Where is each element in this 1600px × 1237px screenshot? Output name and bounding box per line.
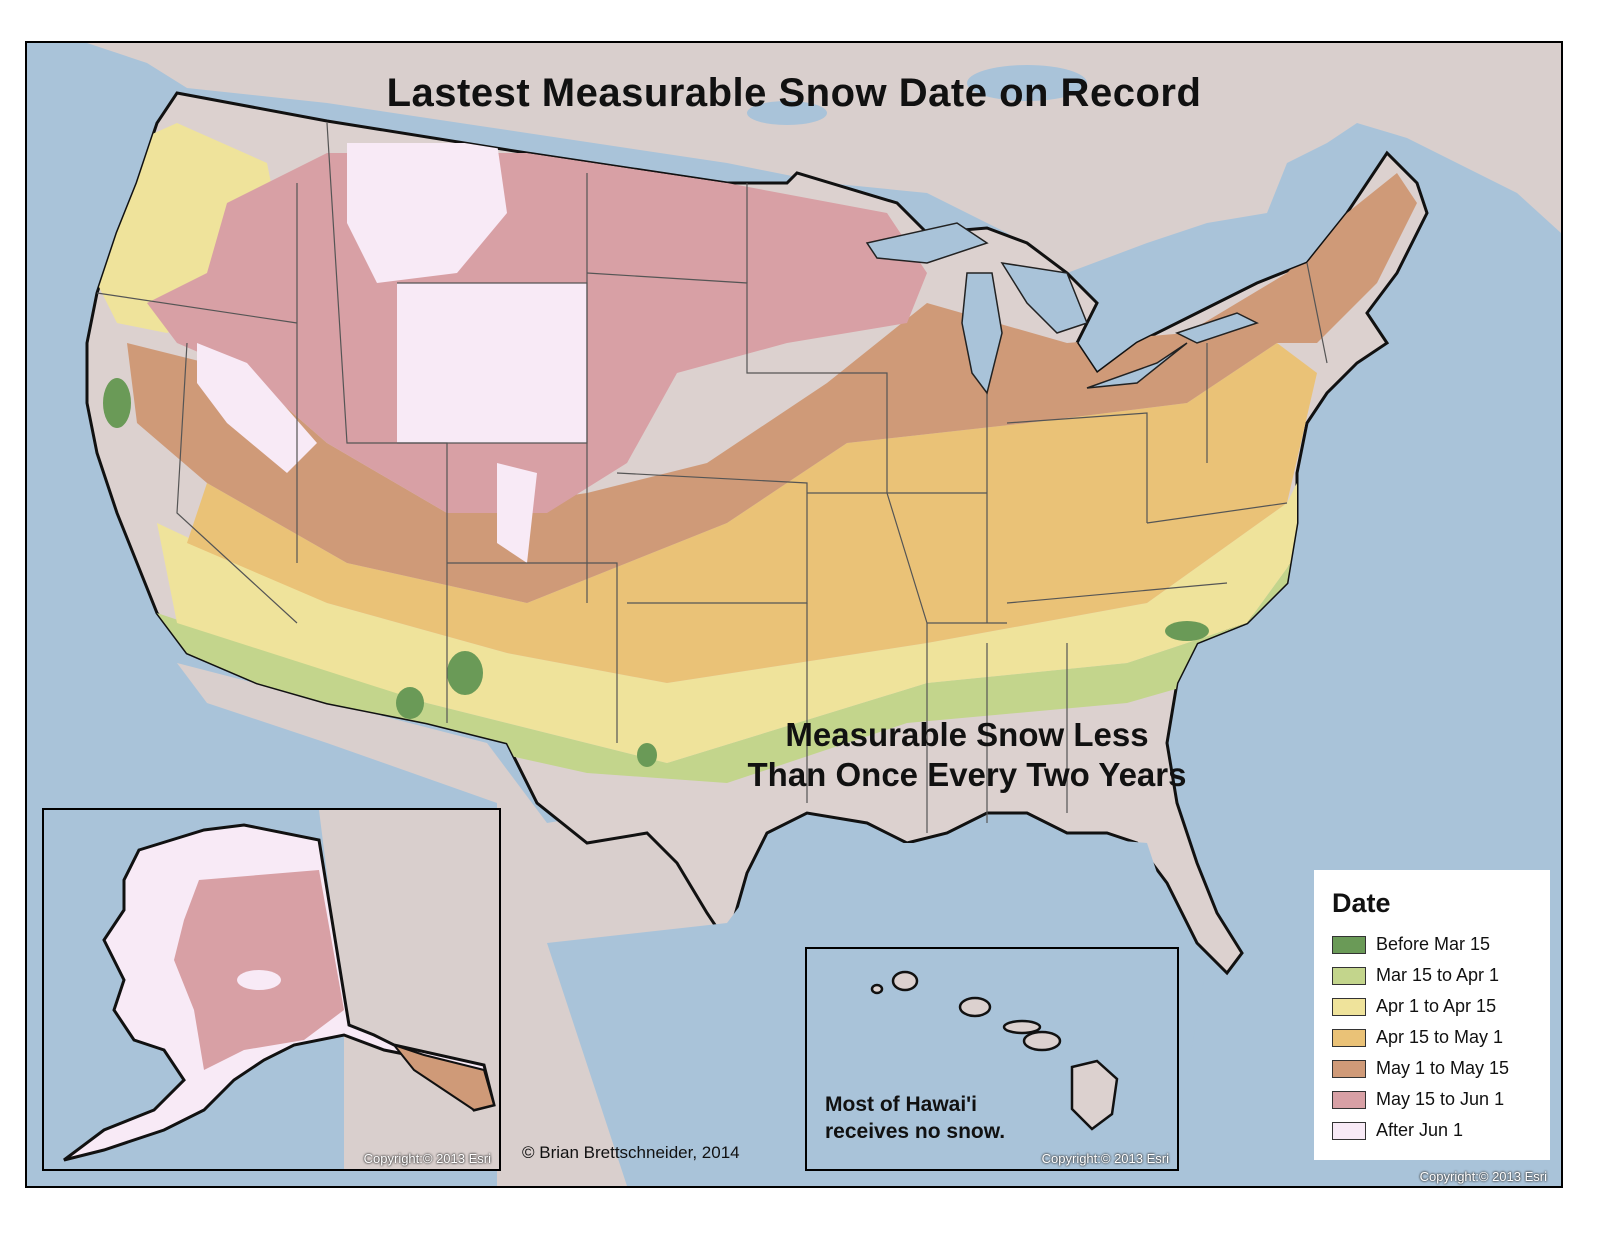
hawaii-copyright: Copyright:© 2013 Esri [1041, 1151, 1169, 1166]
map-frame: Lastest Measurable Snow Date on Record M… [25, 41, 1563, 1188]
legend-label: Mar 15 to Apr 1 [1376, 965, 1500, 985]
legend-items: Before Mar 15 Mar 15 to Apr 1 Apr 1 to Apr… [1332, 929, 1550, 1146]
legend: Date Before Mar 15 Mar 15 to Apr 1 Apr 1 t… [1314, 870, 1550, 1160]
legend-swatch [1332, 1090, 1366, 1109]
no-snow-label-line-2: Than Once Every Two Years [747, 756, 1187, 793]
canada-land [319, 810, 499, 1169]
great-lakes [865, 222, 1259, 395]
canadian-lake [747, 101, 827, 125]
legend-item: Before Mar 15 [1332, 929, 1550, 960]
alaska-map [44, 810, 499, 1169]
legend-label: Apr 1 to Apr 15 [1376, 996, 1497, 1016]
alaska-copyright: Copyright:© 2013 Esri [363, 1151, 491, 1166]
canadian-lake [967, 65, 1087, 101]
canada-land [87, 43, 1561, 273]
legend-item: After Jun 1 [1332, 1115, 1550, 1146]
hawaii-note: Most of Hawai'i receives no snow. [825, 1091, 1055, 1145]
legend-item: May 1 to May 15 [1332, 1053, 1550, 1084]
legend-item: Mar 15 to Apr 1 [1332, 960, 1550, 991]
hawaii-inset: Most of Hawai'i receives no snow. Copyri… [805, 947, 1179, 1171]
alaska-zone-after-jun1 [237, 970, 281, 990]
legend-swatch [1332, 1028, 1366, 1047]
legend-label: After Jun 1 [1376, 1120, 1464, 1140]
alaska-inset: Copyright:© 2013 Esri [42, 808, 501, 1171]
hawaii-note-line-1: Most of Hawai'i [825, 1093, 978, 1116]
no-snow-region-label: Measurable Snow Less Than Once Every Two… [687, 715, 1247, 795]
legend-label: May 15 to Jun 1 [1376, 1089, 1505, 1109]
legend-swatch [1332, 1059, 1366, 1078]
legend-swatch [1332, 966, 1366, 985]
hawaiian-islands [870, 970, 1119, 1131]
legend-swatch [1332, 935, 1366, 954]
legend-item: Apr 15 to May 1 [1332, 1022, 1550, 1053]
state-borders [96, 122, 1328, 833]
legend-title: Date [1332, 888, 1391, 918]
snow-date-zones [87, 123, 1417, 783]
legend-swatch [1332, 1121, 1366, 1140]
legend-swatch [1332, 997, 1366, 1016]
main-map [27, 43, 1561, 1186]
hawaii-note-line-2: receives no snow. [825, 1120, 1006, 1143]
legend-item: Apr 1 to Apr 15 [1332, 991, 1550, 1022]
hawaii-map [807, 949, 1177, 1169]
legend-label: Apr 15 to May 1 [1376, 1027, 1504, 1047]
map-copyright: Copyright:© 2013 Esri [1419, 1169, 1547, 1184]
legend-label: Before Mar 15 [1376, 934, 1491, 954]
legend-item: May 15 to Jun 1 [1332, 1084, 1550, 1115]
legend-label: May 1 to May 15 [1376, 1058, 1510, 1078]
no-snow-label-line-1: Measurable Snow Less [785, 716, 1149, 753]
author-credit: © Brian Brettschneider, 2014 [522, 1143, 740, 1162]
alaska-panhandle [391, 1042, 496, 1112]
map-title: Lastest Measurable Snow Date on Record [386, 71, 1202, 115]
